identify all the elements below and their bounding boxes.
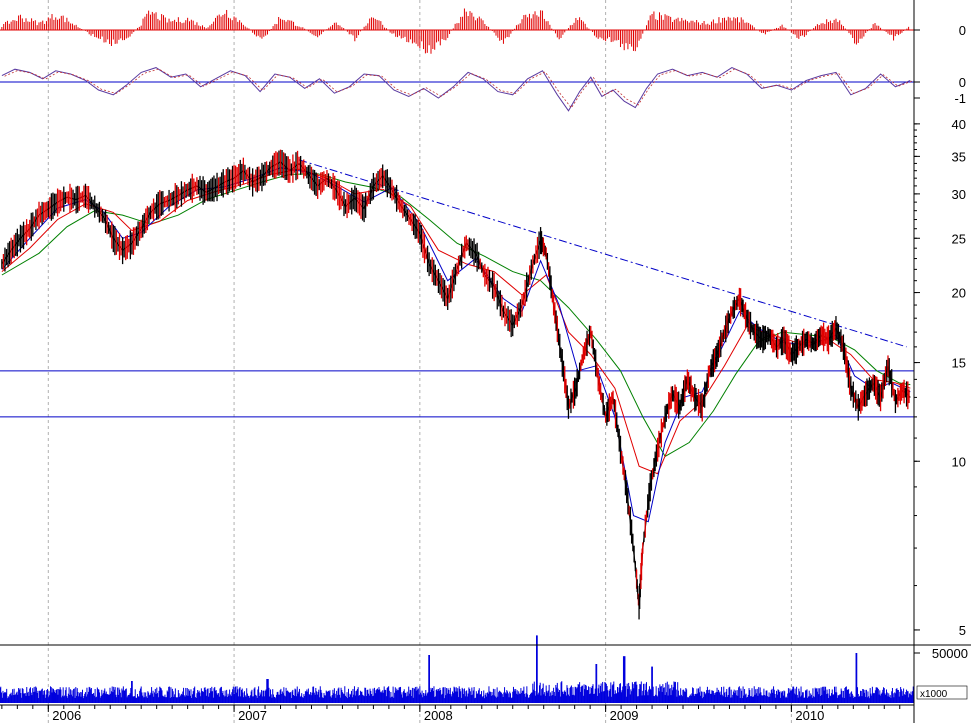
osc-mid-signal [4,68,914,109]
price-tick-label: 10 [952,454,966,469]
price-tick-label: 30 [952,187,966,202]
year-label: 2006 [52,708,81,723]
oscillator-top-panel [0,8,914,54]
osc-mid-line [1,67,911,112]
osc-mid-tick-label: 0 [959,75,966,90]
year-label: 2010 [795,708,824,723]
year-label: 2009 [610,708,639,723]
year-label: 2007 [238,708,267,723]
volume-unit-box [916,685,968,700]
price-panel [0,149,914,620]
price-tick-label: 35 [952,149,966,164]
price-tick-label: 25 [952,231,966,246]
oscillator-mid-panel [0,67,914,112]
osc-mid-tick-label: -1 [954,91,966,106]
year-label: 2008 [424,708,453,723]
price-tick-label: 20 [952,286,966,301]
volume-tick-label: 50000 [932,646,968,661]
trend-line [298,159,907,348]
osc-top-tick-label: 0 [959,23,966,38]
volume-unit-label: x1000 [920,689,948,700]
volume-panel [0,635,915,703]
price-tick-label: 5 [959,623,966,638]
price-tick-label: 40 [952,117,966,132]
price-tick-label: 15 [952,356,966,371]
